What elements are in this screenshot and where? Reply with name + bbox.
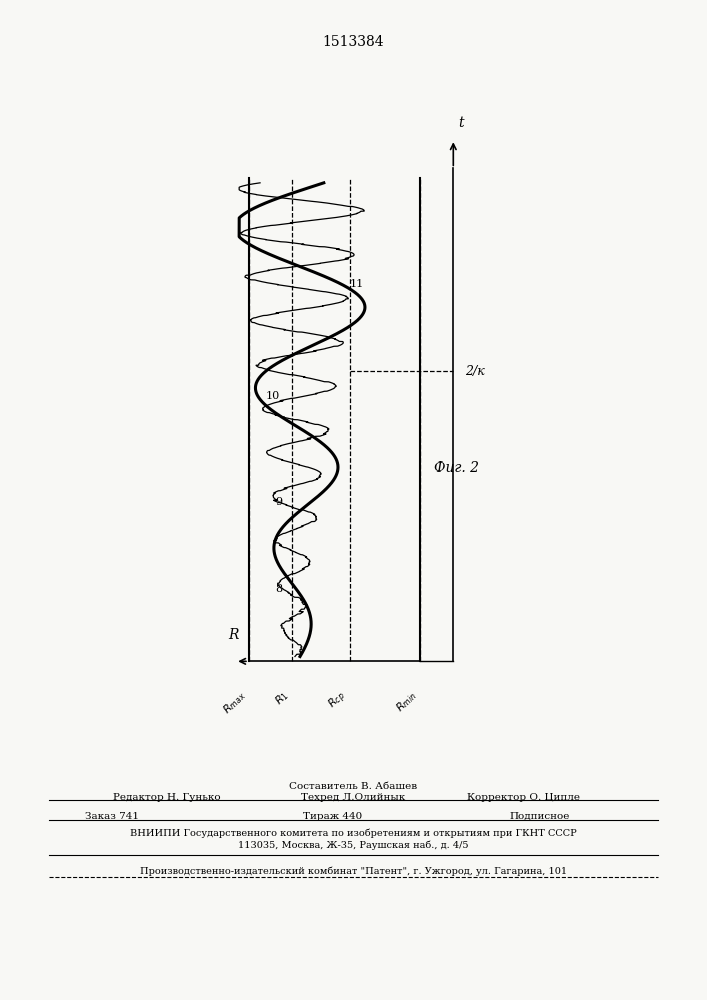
Text: Фиг. 2: Фиг. 2 (434, 461, 479, 475)
Text: 2/к: 2/к (465, 365, 485, 378)
Text: Корректор О. Ципле: Корректор О. Ципле (467, 793, 580, 802)
Text: 11: 11 (349, 279, 364, 289)
Text: Составитель В. Абашев: Составитель В. Абашев (289, 782, 418, 791)
Text: 1513384: 1513384 (322, 35, 385, 49)
Text: Производственно-издательский комбинат "Патент", г. Ужгород, ул. Гагарина, 101: Производственно-издательский комбинат "П… (140, 867, 567, 876)
Text: Подписное: Подписное (509, 812, 569, 821)
Text: Тираж 440: Тираж 440 (303, 812, 362, 821)
Text: 113035, Москва, Ж-35, Раушская наб., д. 4/5: 113035, Москва, Ж-35, Раушская наб., д. … (238, 841, 469, 850)
Text: Техред Л.Олийнык: Техред Л.Олийнык (301, 793, 406, 802)
Text: 9: 9 (275, 497, 282, 507)
Text: $R_{min}$: $R_{min}$ (394, 688, 420, 715)
Text: $R_1$: $R_1$ (272, 688, 292, 708)
Text: $R_{max}$: $R_{max}$ (220, 688, 249, 717)
Text: $R_{cp}$: $R_{cp}$ (325, 688, 350, 713)
Text: 10: 10 (265, 391, 279, 401)
Text: 8: 8 (275, 584, 282, 594)
Text: ВНИИПИ Государственного комитета по изобретениям и открытиям при ГКНТ СССР: ВНИИПИ Государственного комитета по изоб… (130, 828, 577, 838)
Text: t: t (458, 116, 464, 130)
Text: R: R (228, 628, 238, 642)
Text: Редактор Н. Гунько: Редактор Н. Гунько (113, 793, 221, 802)
Text: Заказ 741: Заказ 741 (85, 812, 139, 821)
